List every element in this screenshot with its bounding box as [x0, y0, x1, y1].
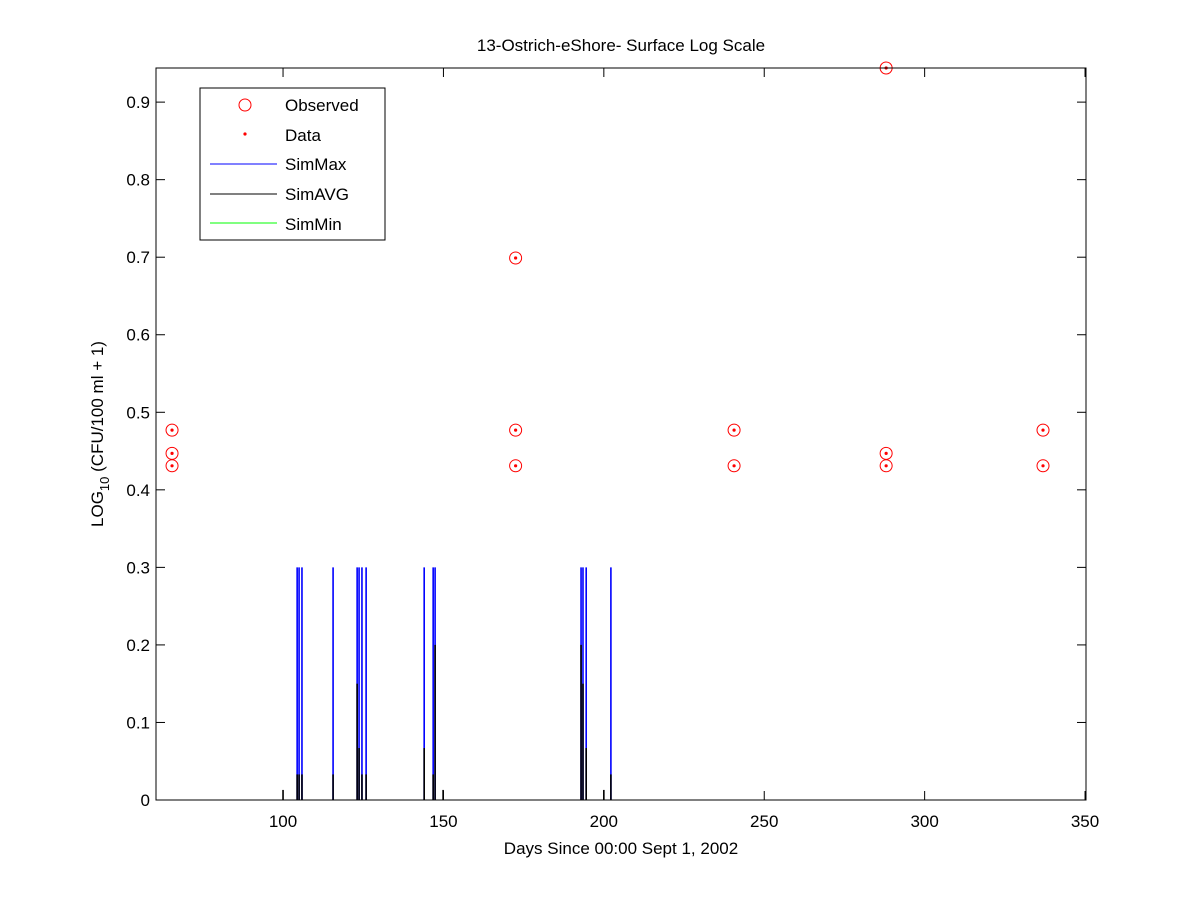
observed-point [879, 459, 893, 473]
data-point [170, 464, 174, 468]
legend-data-marker [243, 132, 247, 136]
legend: Observed Data SimMax SimAVG SimMin [199, 87, 386, 241]
data-point [170, 451, 174, 455]
x-tick-label: 350 [1071, 812, 1099, 831]
x-tick-label: 300 [910, 812, 938, 831]
data-point [884, 451, 888, 455]
observed-point [165, 459, 179, 473]
x-axis-label: Days Since 00:00 Sept 1, 2002 [504, 839, 738, 858]
y-tick-label: 0.1 [126, 713, 150, 732]
axis-ticks: 100 150 200 250 300 350 0 0.1 0.2 0.3 0.4 0.5 0.6 0.7… [126, 68, 1099, 831]
data-point [514, 464, 518, 468]
data-point [514, 428, 518, 432]
y-label-rest: (CFU/100 ml + 1) [88, 341, 107, 477]
y-tick-label: 0.4 [126, 481, 150, 500]
data-point [1041, 428, 1045, 432]
y-tick-label: 0.8 [126, 171, 150, 190]
x-tick-label: 100 [269, 812, 297, 831]
observed-point [727, 459, 741, 473]
observed-point [1036, 423, 1050, 437]
y-tick-label: 0.3 [126, 558, 150, 577]
y-axis-label: LOG10 (CFU/100 ml + 1) [88, 341, 112, 527]
y-tick-label: 0.9 [126, 93, 150, 112]
y-tick-label: 0.5 [126, 403, 150, 422]
legend-observed-label: Observed [285, 96, 359, 115]
y-tick-label: 0.6 [126, 326, 150, 345]
x-tick-label: 150 [429, 812, 457, 831]
data-point [732, 428, 736, 432]
y-tick-label: 0.2 [126, 636, 150, 655]
legend-simmax-label: SimMax [285, 155, 347, 174]
legend-simmin-label: SimMin [285, 215, 342, 234]
x-tick-label: 200 [590, 812, 618, 831]
data-point [1041, 464, 1045, 468]
x-tick-label: 250 [750, 812, 778, 831]
observed-point [1036, 459, 1050, 473]
plot-marks [156, 61, 1086, 801]
data-point [732, 464, 736, 468]
observed-point [509, 251, 523, 265]
data-point [170, 428, 174, 432]
chart-title: 13-Ostrich-eShore- Surface Log Scale [477, 36, 765, 55]
legend-simavg-label: SimAVG [285, 185, 349, 204]
data-point [514, 256, 518, 260]
y-label-main: LOG [88, 491, 107, 527]
observed-point [509, 423, 523, 437]
legend-data-label: Data [285, 126, 321, 145]
legend-observed-marker [238, 98, 252, 112]
plot-area-frame [155, 67, 1087, 801]
y-tick-label: 0.7 [126, 248, 150, 267]
y-label-sub: 10 [97, 477, 112, 491]
observed-point [165, 423, 179, 437]
observed-point [727, 423, 741, 437]
y-tick-label: 0 [141, 791, 150, 810]
observed-point [509, 459, 523, 473]
data-point [884, 464, 888, 468]
